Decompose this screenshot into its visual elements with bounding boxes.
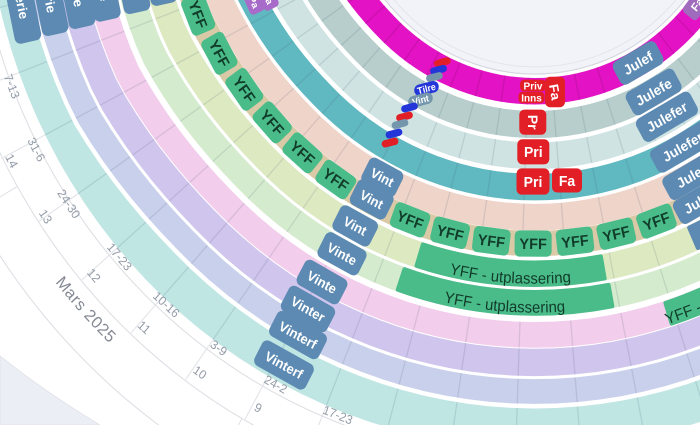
svg-text:10: 10: [190, 363, 209, 383]
svg-text:Pr: Pr: [525, 115, 541, 131]
svg-text:Fa: Fa: [546, 83, 563, 102]
svg-text:YFF: YFF: [601, 224, 631, 247]
svg-text:YFF: YFF: [477, 232, 506, 252]
svg-text:YFF: YFF: [561, 233, 590, 253]
svg-text:Pa: Pa: [260, 0, 275, 7]
svg-text:13: 13: [36, 207, 55, 227]
svg-text:Pri: Pri: [524, 145, 543, 161]
svg-text:Påskeferie: Påskeferie: [58, 0, 86, 8]
svg-text:Inns: Inns: [521, 93, 542, 104]
svg-text:Pa: Pa: [246, 0, 261, 11]
svg-text:Påskeferie: Påskeferie: [84, 0, 112, 3]
svg-text:YFF: YFF: [519, 237, 546, 254]
svg-text:Priv: Priv: [524, 81, 543, 92]
svg-text:Fa: Fa: [689, 0, 700, 14]
svg-text:Tilre: Tilre: [416, 81, 437, 96]
svg-text:14: 14: [2, 152, 20, 171]
svg-text:Fa: Fa: [559, 173, 576, 189]
svg-text:Pri: Pri: [524, 175, 543, 191]
svg-text:YFF: YFF: [435, 223, 465, 246]
